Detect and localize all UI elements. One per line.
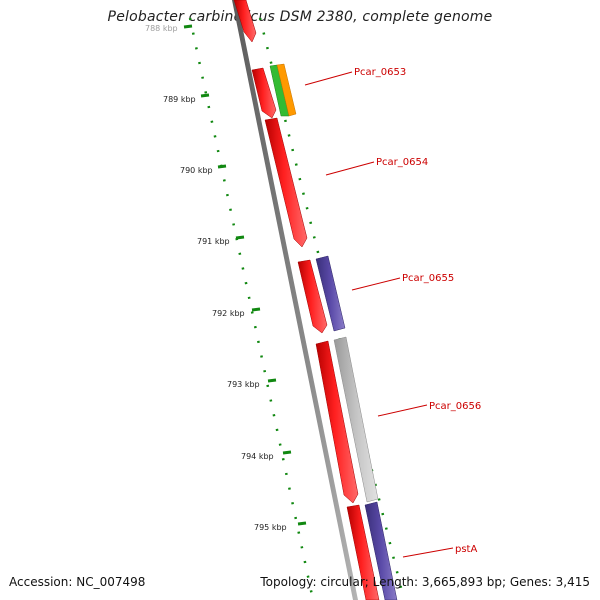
tick-marks xyxy=(183,24,307,526)
gene-label-pcar-0655[interactable]: Pcar_0655 xyxy=(402,273,454,284)
label-leaders xyxy=(304,71,454,558)
gene-feature-pcar-0653[interactable] xyxy=(251,67,277,119)
accession-label: Accession: NC_007498 xyxy=(9,575,146,589)
gene-feature-pcar-0655[interactable] xyxy=(297,259,328,334)
purple-feature[interactable] xyxy=(364,501,398,600)
gene-feature-pcar-0656[interactable] xyxy=(315,340,359,504)
tick-label: 792 kbp xyxy=(212,309,245,318)
map-title: Pelobacter carbinolicus DSM 2380, comple… xyxy=(107,9,493,25)
gene-label-pcar-0653[interactable]: Pcar_0653 xyxy=(354,67,406,78)
gene-label-pcar-0656[interactable]: Pcar_0656 xyxy=(429,401,481,412)
tick-label: 789 kbp xyxy=(163,95,196,104)
tick-label: 791 kbp xyxy=(197,237,230,246)
gc-dot-track-left xyxy=(188,17,315,600)
tick-label: 795 kbp xyxy=(254,523,287,532)
genome-backbone xyxy=(232,0,358,600)
cds-track xyxy=(233,0,380,600)
purple-feature[interactable] xyxy=(315,255,346,332)
gene-feature[interactable] xyxy=(233,0,257,43)
tick-label: 790 kbp xyxy=(180,166,213,175)
gene-feature-psta[interactable] xyxy=(346,504,380,600)
tick-label: 794 kbp xyxy=(241,452,274,461)
genome-summary: Topology: circular; Length: 3,665,893 bp… xyxy=(260,575,590,589)
feature-track-2 xyxy=(269,63,398,600)
misc-feature[interactable] xyxy=(276,63,297,117)
gene-label-pcar-0654[interactable]: Pcar_0654 xyxy=(376,157,428,168)
gray-feature[interactable] xyxy=(333,336,379,503)
gene-feature-pcar-0654[interactable] xyxy=(264,117,308,248)
tick-label: 788 kbp xyxy=(145,24,178,33)
tick-label: 793 kbp xyxy=(227,380,260,389)
gene-label-psta[interactable]: pstA xyxy=(455,544,477,555)
